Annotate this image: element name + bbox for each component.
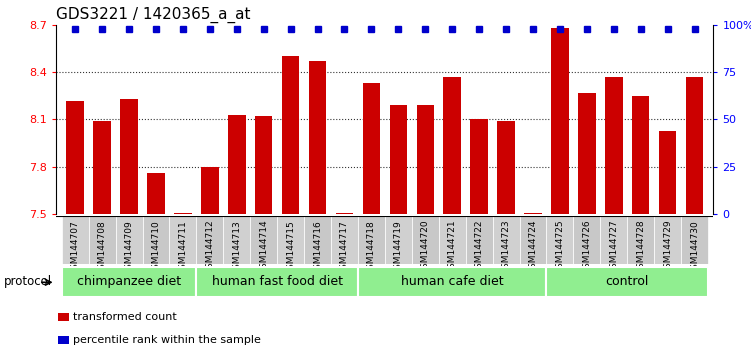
Bar (223, 216, 250, 264)
Text: GSM144728: GSM144728 (636, 220, 645, 274)
Text: GSM144730: GSM144730 (690, 220, 699, 274)
Text: GSM144724: GSM144724 (529, 220, 538, 274)
Bar (143, 216, 170, 264)
Text: GSM144718: GSM144718 (367, 220, 376, 274)
Text: GSM144729: GSM144729 (663, 220, 672, 274)
Bar (520, 216, 547, 264)
Text: human cafe diet: human cafe diet (401, 275, 503, 288)
Bar (66, 101, 84, 214)
Bar (250, 216, 277, 264)
Bar (385, 216, 412, 264)
Text: GSM144712: GSM144712 (205, 220, 214, 274)
Bar (196, 216, 223, 264)
Bar (417, 105, 434, 214)
Text: GSM144708: GSM144708 (98, 220, 107, 274)
Bar (443, 77, 461, 214)
Bar (228, 115, 246, 214)
Text: GSM144713: GSM144713 (232, 220, 241, 274)
Bar (390, 105, 407, 214)
Bar (196, 267, 358, 297)
Bar (62, 216, 89, 264)
Bar (282, 56, 300, 214)
Text: transformed count: transformed count (73, 312, 176, 322)
Text: GSM144716: GSM144716 (313, 220, 322, 274)
Bar (654, 216, 681, 264)
Bar (120, 99, 137, 214)
Bar (600, 216, 627, 264)
Bar (62, 267, 196, 297)
Bar (493, 216, 520, 264)
Text: GSM144725: GSM144725 (556, 220, 565, 274)
Text: GSM144714: GSM144714 (259, 220, 268, 274)
Bar (632, 96, 650, 214)
Bar (336, 213, 353, 214)
Bar (358, 267, 547, 297)
Bar (363, 83, 380, 214)
Text: control: control (605, 275, 649, 288)
Bar (547, 267, 708, 297)
Bar (627, 216, 654, 264)
Text: GSM144709: GSM144709 (125, 220, 134, 274)
Bar (686, 77, 704, 214)
Text: GSM144722: GSM144722 (475, 220, 484, 274)
Text: GSM144723: GSM144723 (502, 220, 511, 274)
Bar (551, 28, 569, 214)
Bar (412, 216, 439, 264)
Bar (93, 121, 111, 214)
Text: GSM144715: GSM144715 (286, 220, 295, 274)
Text: chimpanzee diet: chimpanzee diet (77, 275, 181, 288)
Bar (358, 216, 385, 264)
Bar (470, 120, 488, 214)
Text: GSM144707: GSM144707 (71, 220, 80, 274)
Bar (331, 216, 358, 264)
Bar (174, 213, 192, 214)
Text: GSM144720: GSM144720 (421, 220, 430, 274)
Bar (304, 216, 331, 264)
Text: percentile rank within the sample: percentile rank within the sample (73, 335, 261, 346)
Text: GSM144726: GSM144726 (582, 220, 591, 274)
Bar (547, 216, 574, 264)
Bar (574, 216, 600, 264)
Bar (255, 116, 273, 214)
Bar (309, 61, 327, 214)
Text: GSM144710: GSM144710 (152, 220, 161, 274)
Bar (681, 216, 708, 264)
Text: protocol: protocol (4, 275, 52, 288)
Text: GSM144719: GSM144719 (394, 220, 403, 274)
Bar (578, 93, 596, 214)
Bar (89, 216, 116, 264)
Bar (497, 121, 515, 214)
Text: GSM144711: GSM144711 (179, 220, 188, 274)
Bar (147, 173, 164, 214)
Bar (58, 336, 70, 344)
Bar (201, 167, 219, 214)
Text: GSM144717: GSM144717 (340, 220, 349, 274)
Bar (116, 216, 143, 264)
Text: GSM144727: GSM144727 (609, 220, 618, 274)
Bar (277, 216, 304, 264)
Text: GSM144721: GSM144721 (448, 220, 457, 274)
Text: human fast food diet: human fast food diet (212, 275, 342, 288)
Text: GDS3221 / 1420365_a_at: GDS3221 / 1420365_a_at (56, 7, 251, 23)
Bar (659, 131, 677, 214)
Bar (605, 77, 623, 214)
Bar (170, 216, 196, 264)
Bar (524, 213, 541, 214)
Bar (439, 216, 466, 264)
Bar (466, 216, 493, 264)
Bar (58, 313, 70, 321)
